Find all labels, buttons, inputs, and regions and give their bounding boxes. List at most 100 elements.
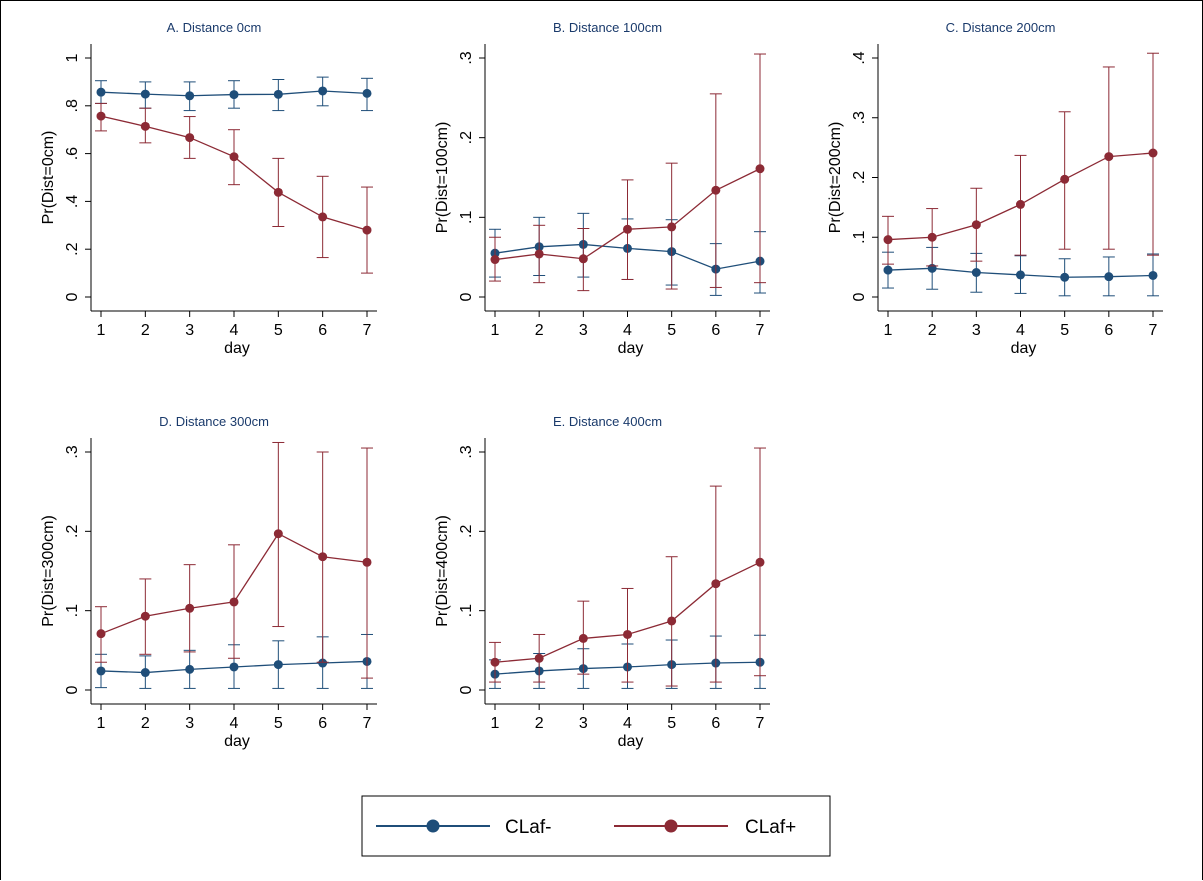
x-tick-label: 2 <box>141 715 150 732</box>
legend-marker-claf-plus <box>664 819 678 833</box>
panel-title: A. Distance 0cm <box>167 20 262 35</box>
data-point <box>318 212 328 222</box>
series-claf-plus <box>95 102 373 274</box>
data-point <box>1016 270 1025 280</box>
x-tick-label: 4 <box>623 322 632 339</box>
x-tick-label: 6 <box>318 322 327 339</box>
data-point <box>140 121 150 131</box>
y-axis-label: Pr(Dist=0cm) <box>40 131 57 225</box>
data-point <box>755 557 765 567</box>
data-point <box>711 185 721 195</box>
x-tick-label: 3 <box>185 322 194 339</box>
data-point <box>140 89 150 99</box>
chart-panel: A. Distance 0cm 0 .2 .4 .6 .8 1 1 2 3 4 5 6 7 day Pr(Di… <box>40 20 377 357</box>
y-tick-label: 1 <box>64 53 81 62</box>
y-tick-label: .3 <box>64 445 81 458</box>
x-tick-label: 2 <box>141 322 150 339</box>
data-point <box>1148 270 1158 280</box>
data-point <box>96 87 106 97</box>
series-claf-plus <box>489 53 766 292</box>
chart-panel: C. Distance 200cm 0 .1 .2 .3 .4 1 2 3 4 5 6 7 day Pr(D… <box>827 20 1163 357</box>
x-tick-label: 1 <box>97 322 106 339</box>
x-tick-label: 7 <box>756 715 765 732</box>
x-tick-label: 3 <box>972 322 981 339</box>
x-tick-label: 4 <box>623 715 632 732</box>
data-point <box>318 86 328 96</box>
data-point <box>96 666 106 676</box>
series-claf-plus <box>882 52 1159 267</box>
y-axis-label: Pr(Dist=200cm) <box>827 122 844 234</box>
x-tick-label: 3 <box>579 715 588 732</box>
data-point <box>578 254 588 264</box>
series-claf-plus <box>489 447 766 687</box>
y-tick-label: .6 <box>64 147 81 160</box>
data-point <box>1016 199 1025 209</box>
x-tick-label: 7 <box>756 322 765 339</box>
y-axis-label: Pr(Dist=100cm) <box>434 122 451 234</box>
data-point <box>273 660 283 670</box>
y-tick-label: 0 <box>64 685 81 694</box>
x-tick-label: 7 <box>1149 322 1158 339</box>
data-point <box>185 664 195 674</box>
data-point <box>185 133 195 143</box>
x-tick-label: 5 <box>274 322 283 339</box>
x-axis-label: day <box>1011 340 1037 357</box>
data-point <box>1060 174 1070 184</box>
x-tick-label: 6 <box>1104 322 1113 339</box>
data-point <box>362 88 372 98</box>
series-claf-plus <box>95 441 373 679</box>
x-tick-label: 7 <box>363 322 372 339</box>
y-tick-label: .1 <box>458 604 475 617</box>
x-axis-label: day <box>618 733 644 750</box>
data-point <box>534 249 544 259</box>
legend-marker-claf-minus <box>426 819 440 833</box>
x-tick-label: 4 <box>1016 322 1025 339</box>
data-point <box>96 111 106 121</box>
data-point <box>140 611 150 621</box>
data-point <box>883 235 893 245</box>
data-point <box>971 268 981 278</box>
x-tick-label: 5 <box>667 715 676 732</box>
y-axis-label: Pr(Dist=400cm) <box>434 515 451 627</box>
y-tick-label: .2 <box>458 131 475 144</box>
data-point <box>755 164 765 174</box>
data-point <box>273 187 283 197</box>
x-tick-label: 1 <box>97 715 106 732</box>
data-point <box>623 629 632 639</box>
y-tick-label: .4 <box>851 51 868 64</box>
data-point <box>534 653 544 663</box>
x-tick-label: 6 <box>711 715 720 732</box>
data-point <box>667 616 677 626</box>
y-tick-label: .2 <box>64 242 81 255</box>
x-tick-label: 5 <box>274 715 283 732</box>
y-tick-label: 0 <box>458 685 475 694</box>
chart-panel: E. Distance 400cm 0 .1 .2 .3 1 2 3 4 5 6 7 day Pr(Dis… <box>434 414 770 750</box>
data-point <box>1104 272 1114 282</box>
data-point <box>1060 272 1070 282</box>
y-tick-label: .8 <box>64 99 81 112</box>
data-point <box>927 232 937 242</box>
x-tick-label: 5 <box>1060 322 1069 339</box>
x-tick-label: 1 <box>491 715 500 732</box>
y-tick-label: .1 <box>64 604 81 617</box>
data-point <box>273 89 283 99</box>
data-point <box>362 225 372 235</box>
x-tick-label: 3 <box>579 322 588 339</box>
data-point <box>971 220 981 230</box>
data-point <box>185 91 195 101</box>
panel-title: B. Distance 100cm <box>553 20 662 35</box>
y-tick-label: 0 <box>851 292 868 301</box>
x-tick-label: 2 <box>535 322 544 339</box>
x-axis-label: day <box>618 340 644 357</box>
data-point <box>711 579 721 589</box>
chart-panels: A. Distance 0cm 0 .2 .4 .6 .8 1 1 2 3 4 5 6 7 day Pr(Di… <box>40 20 1163 750</box>
y-tick-label: 0 <box>458 292 475 301</box>
legend: CLaf- CLaf+ <box>361 795 831 857</box>
data-point <box>140 668 150 678</box>
x-tick-label: 4 <box>230 322 239 339</box>
data-point <box>667 222 677 232</box>
data-point <box>623 224 632 234</box>
x-tick-label: 2 <box>928 322 937 339</box>
x-tick-label: 1 <box>491 322 500 339</box>
panel-title: E. Distance 400cm <box>553 414 662 429</box>
